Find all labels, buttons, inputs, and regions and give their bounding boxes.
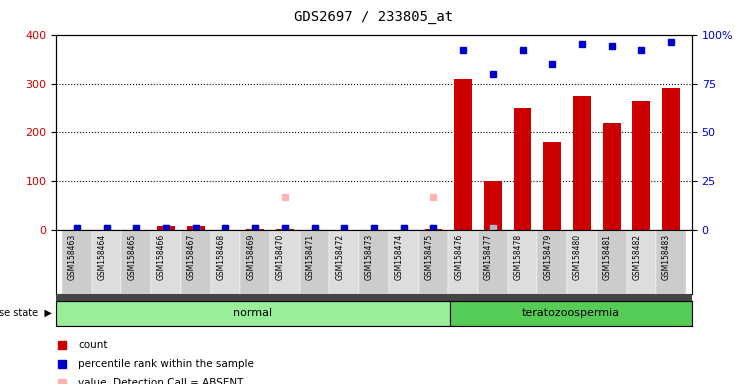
Bar <box>240 230 270 294</box>
Text: percentile rank within the sample: percentile rank within the sample <box>79 359 254 369</box>
Text: GSM158469: GSM158469 <box>246 233 255 280</box>
Bar <box>662 88 680 230</box>
Text: teratozoospermia: teratozoospermia <box>522 308 620 318</box>
Text: GSM158470: GSM158470 <box>276 233 285 280</box>
Text: GSM158476: GSM158476 <box>454 233 463 280</box>
Bar <box>389 230 419 294</box>
Text: GSM158471: GSM158471 <box>306 233 315 280</box>
Bar <box>211 230 240 294</box>
Bar <box>573 96 591 230</box>
Bar <box>543 142 561 230</box>
Text: disease state  ▶: disease state ▶ <box>0 308 52 318</box>
Text: GSM158481: GSM158481 <box>603 233 612 280</box>
Text: GSM158466: GSM158466 <box>157 233 166 280</box>
Text: GSM158465: GSM158465 <box>127 233 136 280</box>
Bar <box>425 229 442 230</box>
Bar <box>597 230 627 294</box>
Bar <box>656 230 686 294</box>
Text: GSM158480: GSM158480 <box>573 233 582 280</box>
Text: GSM158467: GSM158467 <box>187 233 196 280</box>
Bar <box>567 230 597 294</box>
Bar <box>359 230 389 294</box>
Text: GDS2697 / 233805_at: GDS2697 / 233805_at <box>295 10 453 23</box>
Text: GSM158463: GSM158463 <box>68 233 77 280</box>
Bar <box>181 230 211 294</box>
Bar <box>270 230 300 294</box>
Text: GSM158483: GSM158483 <box>662 233 671 280</box>
Text: GSM158468: GSM158468 <box>216 233 225 280</box>
Bar <box>514 108 532 230</box>
Bar <box>484 182 502 230</box>
Bar <box>151 230 181 294</box>
Text: GSM158472: GSM158472 <box>335 233 344 280</box>
Bar <box>419 230 448 294</box>
Text: GSM158475: GSM158475 <box>424 233 433 280</box>
Bar <box>56 301 450 326</box>
Bar <box>508 230 537 294</box>
Bar <box>537 230 567 294</box>
Text: GSM158478: GSM158478 <box>514 233 523 280</box>
Text: normal: normal <box>233 308 272 318</box>
Text: GSM158464: GSM158464 <box>97 233 107 280</box>
Text: GSM158482: GSM158482 <box>632 233 641 280</box>
Bar <box>246 229 264 230</box>
Bar <box>276 229 294 230</box>
Bar <box>627 230 656 294</box>
Bar <box>603 123 621 230</box>
Bar <box>92 230 121 294</box>
Text: GSM158477: GSM158477 <box>484 233 493 280</box>
Text: GSM158474: GSM158474 <box>395 233 404 280</box>
Bar <box>187 225 205 230</box>
Bar <box>329 230 359 294</box>
Bar <box>478 230 508 294</box>
Text: count: count <box>79 340 108 350</box>
Text: GSM158473: GSM158473 <box>365 233 374 280</box>
Bar <box>450 301 692 326</box>
Bar <box>62 230 92 294</box>
Text: value, Detection Call = ABSENT: value, Detection Call = ABSENT <box>79 378 244 384</box>
Bar <box>633 101 650 230</box>
Bar <box>448 230 478 294</box>
Text: GSM158479: GSM158479 <box>543 233 552 280</box>
Bar <box>300 230 329 294</box>
Bar <box>121 230 151 294</box>
Bar <box>157 227 175 230</box>
Bar <box>454 79 472 230</box>
